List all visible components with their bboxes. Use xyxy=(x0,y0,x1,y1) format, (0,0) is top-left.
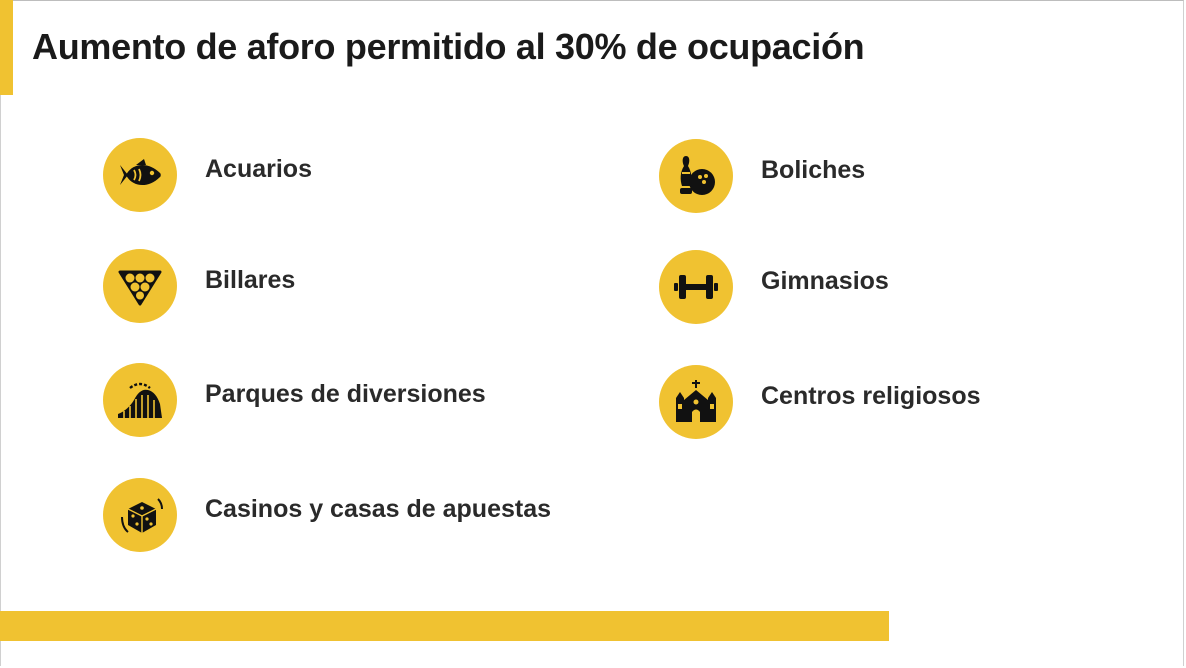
title-accent-bar xyxy=(0,0,13,95)
list-item-label: Billares xyxy=(205,265,296,294)
list-item-label: Acuarios xyxy=(205,154,312,183)
church-icon xyxy=(659,365,733,439)
fish-icon xyxy=(103,138,177,212)
list-item-label: Parques de diversiones xyxy=(205,379,486,408)
bowling-icon xyxy=(659,139,733,213)
list-item-label: Casinos y casas de apuestas xyxy=(205,494,552,523)
list-item-label: Gimnasios xyxy=(761,266,889,295)
billiard-balls-icon xyxy=(103,249,177,323)
list-item-centros-religiosos: Centros religiosos xyxy=(659,365,981,439)
list-item-acuarios: Acuarios xyxy=(103,138,312,212)
list-item-billares: Billares xyxy=(103,249,295,323)
dumbbell-icon xyxy=(659,250,733,324)
footer-accent-bar xyxy=(0,611,889,641)
list-item-label: Centros religiosos xyxy=(761,381,981,410)
list-item-gimnasios: Gimnasios xyxy=(659,250,889,324)
list-item-boliches: Boliches xyxy=(659,139,865,213)
list-item-parques: Parques de diversiones xyxy=(103,363,486,437)
list-item-casinos: Casinos y casas de apuestas xyxy=(103,478,551,552)
list-item-label: Boliches xyxy=(761,155,866,184)
roller-coaster-icon xyxy=(103,363,177,437)
dice-icon xyxy=(103,478,177,552)
slide-title: Aumento de aforo permitido al 30% de ocu… xyxy=(32,26,865,67)
